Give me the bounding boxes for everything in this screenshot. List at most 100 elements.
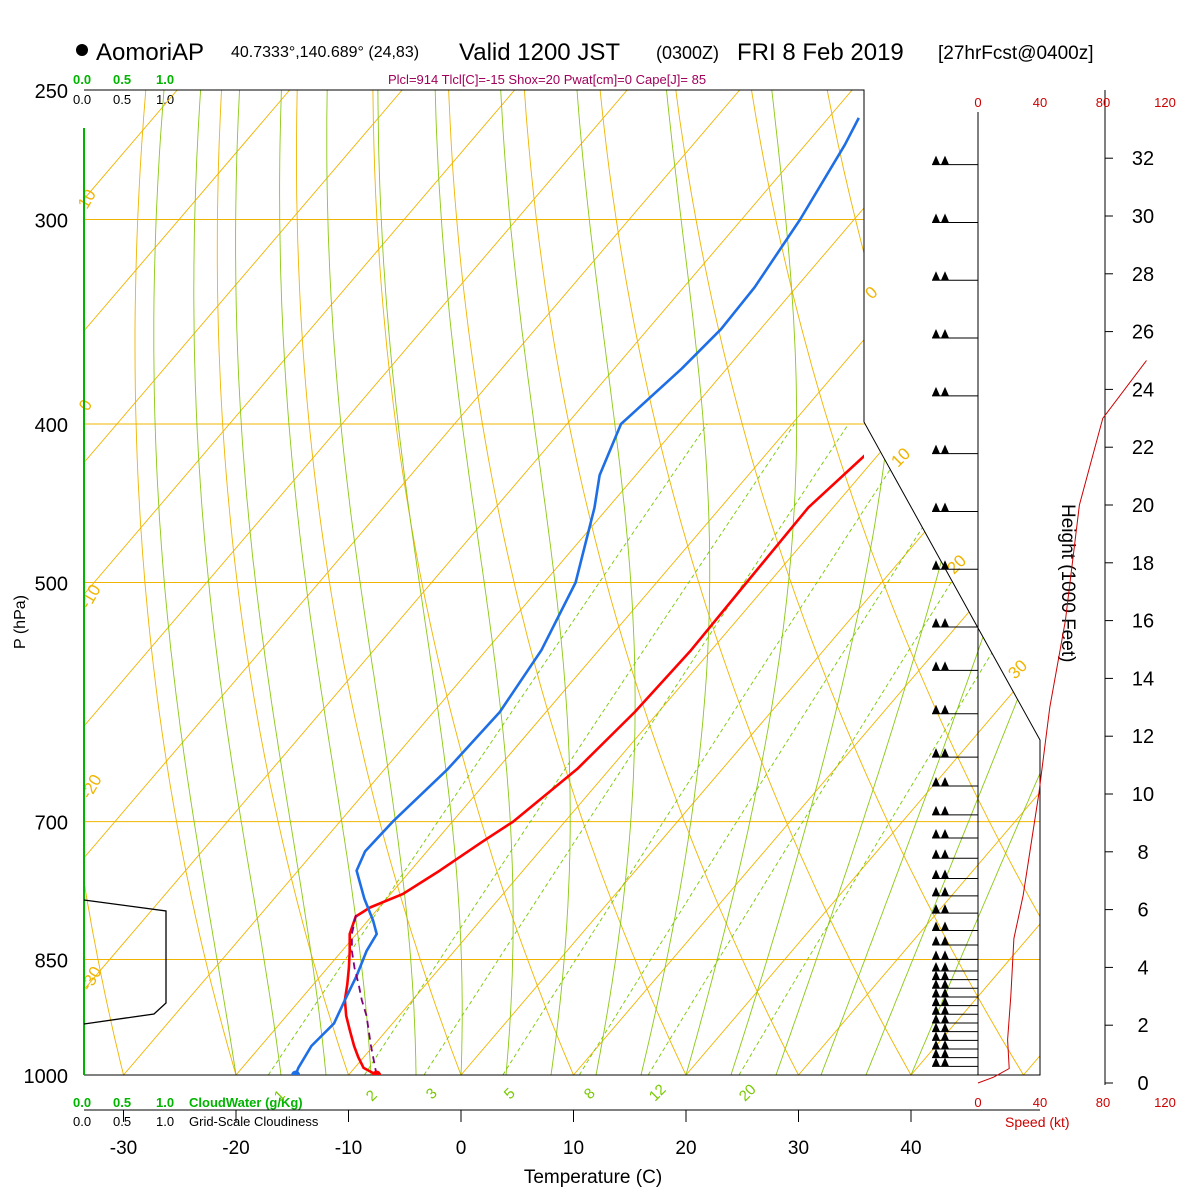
wind-barb <box>932 329 978 339</box>
stability-indices: Plcl=914 Tlcl[C]=-15 Shox=20 Pwat[cm]=0 … <box>388 72 706 87</box>
height-tick-label: 28 <box>1132 264 1154 286</box>
station-name: AomoriAP <box>96 39 204 66</box>
wind-barb-pennant <box>941 961 949 971</box>
height-tick-label: 24 <box>1132 379 1154 401</box>
wind-barb-pennant <box>941 1031 949 1041</box>
y-tick-label: 500 <box>35 574 68 596</box>
wind-barb-pennant <box>941 560 949 570</box>
wind-barb-pennant <box>941 661 949 671</box>
wind-barb-pennant <box>932 777 940 786</box>
isotherm-line <box>910 90 1040 1075</box>
wind-barb-pennant <box>932 213 940 223</box>
bottom-cloudiness-tick: 0.0 <box>73 1114 91 1129</box>
wind-barb-pennant <box>932 904 940 914</box>
mixing-ratio-label: 8 <box>581 1085 599 1103</box>
wind-barb <box>932 869 978 879</box>
wind-barb <box>932 1031 978 1041</box>
wind-barb <box>932 704 978 715</box>
mixing-ratio-line <box>364 423 795 1075</box>
dewpoint-line <box>294 117 860 1075</box>
wind-barb-pennant <box>941 1013 949 1023</box>
height-tick-label: 6 <box>1137 900 1148 922</box>
wind-barb-pennant <box>941 748 949 758</box>
speed-tick-top: 120 <box>1154 95 1176 110</box>
wind-barb-pennant <box>932 444 940 454</box>
sounding-profiles <box>291 117 864 1075</box>
speed-tick-top: 0 <box>974 95 981 110</box>
wind-barb <box>932 1057 978 1067</box>
height-tick-label: 16 <box>1132 611 1154 633</box>
isotherm-label: -30 <box>77 963 106 994</box>
isotherm-line <box>84 90 741 1075</box>
wind-barb <box>932 1039 978 1050</box>
temperature-line <box>343 454 864 1075</box>
y-tick-label: 850 <box>35 951 68 973</box>
height-tick-label: 14 <box>1132 668 1154 690</box>
isotherm-label: 10 <box>74 186 100 212</box>
wind-barb-pennant <box>932 329 940 339</box>
wind-barb-pennant <box>941 970 949 980</box>
mixing-ratio-label: 5 <box>501 1085 519 1103</box>
y-tick-label: 1000 <box>24 1066 69 1088</box>
dry-adiabat-line <box>134 90 247 1075</box>
y-tick-label: 700 <box>35 813 68 835</box>
wind-barb-pennant <box>932 1048 940 1058</box>
mixing-ratio-line <box>423 423 849 1075</box>
wind-barb-pennant <box>932 935 940 945</box>
wind-barb <box>932 1013 978 1024</box>
wind-barb <box>932 970 978 981</box>
height-tick-label: 18 <box>1132 553 1154 575</box>
moist-adiabat-line <box>235 90 327 1075</box>
isotherm-line <box>348 90 1040 1075</box>
wind-barb-pennant <box>941 444 949 454</box>
isotherm-label: 20 <box>943 551 970 578</box>
speed-tick-bottom: 40 <box>1033 1095 1047 1110</box>
wind-barb-pennant <box>932 502 940 512</box>
wind-speed-profile <box>977 360 1147 1084</box>
bottom-cloudiness-tick: 1.0 <box>156 1114 174 1129</box>
wind-barb-pennant <box>941 502 949 512</box>
cloudiness-profile <box>83 899 167 1025</box>
wind-barb-pennant <box>941 935 949 945</box>
moist-adiabat-line <box>640 90 711 1075</box>
wind-barb-pennant <box>932 1022 940 1032</box>
wind-barb-pennant <box>932 1005 940 1015</box>
wind-barb-pennant <box>941 996 949 1006</box>
wind-barb-pennant <box>932 155 940 165</box>
wind-barb-pennant <box>932 950 940 960</box>
wind-barb <box>932 777 978 787</box>
bottom-cloudiness-scale: 0.0 0.5 1.0 Grid-Scale Cloudiness <box>73 1114 319 1129</box>
speed-ticks-bottom: 0 40 80 120 <box>974 1095 1175 1110</box>
wind-barb-pennant <box>932 979 940 989</box>
wind-barb <box>932 829 978 839</box>
wind-barb-pennant <box>932 1031 940 1041</box>
x-tick-label: 10 <box>563 1138 584 1159</box>
temperature-axis: -30 -20 -10 0 10 20 30 40 <box>84 1109 1040 1159</box>
speed-tick-top: 40 <box>1033 95 1047 110</box>
mixing-ratio-label: 3 <box>423 1085 441 1103</box>
speed-tick-bottom: 80 <box>1096 1095 1110 1110</box>
wind-barb-pennant <box>932 661 940 671</box>
x-tick-label: -10 <box>335 1138 362 1159</box>
wind-barb-pennant <box>941 904 949 914</box>
wind-barb-pennant <box>932 961 940 971</box>
bottom-cloudwater-tick: 0.5 <box>113 1095 131 1110</box>
dry-adiabat-line <box>746 90 1040 1075</box>
wind-barb-pennant <box>941 1057 949 1067</box>
dry-adiabat-line <box>1196 61 1200 1110</box>
wind-barb <box>932 386 978 397</box>
wind-barb-pennant <box>932 921 940 931</box>
bottom-cloudwater-tick: 1.0 <box>156 1095 174 1110</box>
dry-adiabat-line <box>216 90 361 1075</box>
isotherm-label: -10 <box>76 581 105 612</box>
top-cloudwater-tick: 0.5 <box>113 72 131 87</box>
moist-adiabat-line <box>279 90 372 1075</box>
y-tick-label: 250 <box>35 81 68 103</box>
wind-barb-pennant <box>941 777 949 786</box>
isotherm-line <box>84 90 628 1075</box>
isotherm-line <box>84 90 403 1075</box>
mixing-ratio-label: 2 <box>363 1087 381 1105</box>
isotherm-line <box>84 90 516 1075</box>
mixing-ratio-line <box>267 423 708 1075</box>
